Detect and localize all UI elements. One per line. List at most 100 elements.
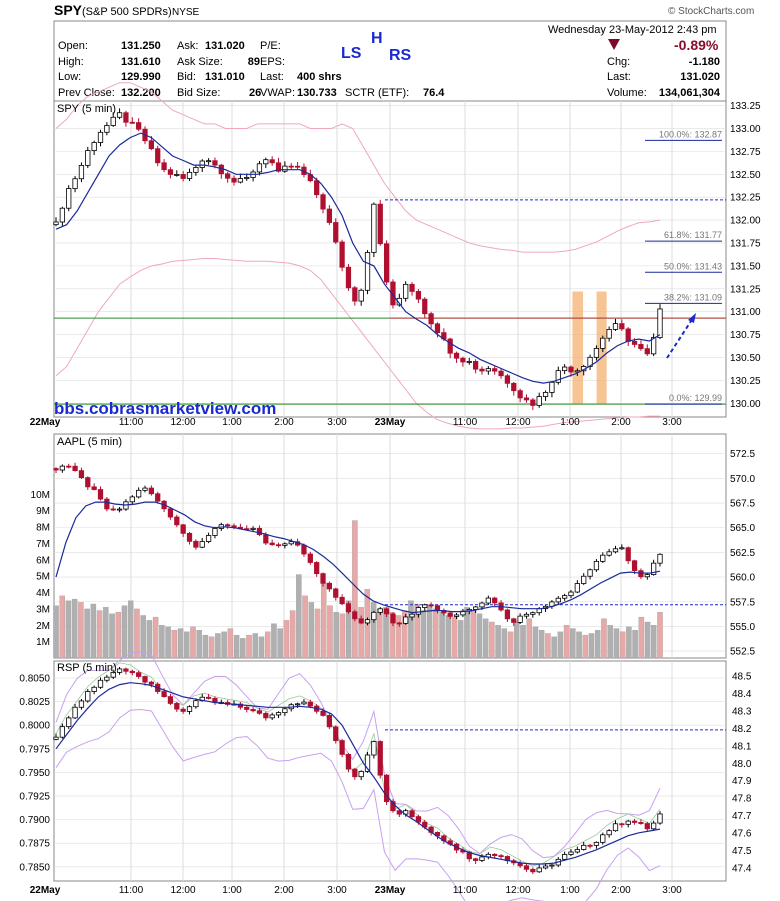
candle-body [97, 679, 104, 688]
y-tick-label: 552.5 [730, 647, 755, 658]
candle-body [657, 308, 663, 338]
candle-body [314, 180, 320, 196]
fib-label: 61.8%: 131.77 [664, 230, 722, 240]
candle-body [180, 708, 186, 712]
volume-bar [451, 616, 458, 659]
candle-body [403, 616, 409, 624]
candle-body [428, 604, 434, 607]
volume-bar [414, 603, 420, 659]
candle-body [542, 392, 549, 397]
volume-bar [433, 608, 439, 659]
volume-bar [420, 610, 427, 659]
volume-bar [202, 634, 209, 659]
y-tick-label-left: 0.7875 [19, 839, 50, 850]
candle-body [562, 595, 568, 599]
volume-bar [127, 600, 134, 659]
volume-bar [196, 630, 202, 659]
field-label: VWAP: [260, 87, 295, 99]
volume-bar [258, 636, 265, 659]
field-label: Prev Close: [58, 87, 115, 99]
candle-body [453, 352, 460, 359]
volume-bar [395, 615, 402, 659]
candle-body [638, 344, 644, 350]
header-datetime: Wednesday 23-May-2012 2:43 pm [548, 24, 717, 36]
candle-body [97, 131, 104, 143]
trend-arrow [666, 317, 694, 359]
candle-body [78, 700, 85, 708]
candle-body [129, 496, 135, 503]
x-tick-label: 12:00 [170, 417, 195, 428]
candle-body [155, 148, 161, 164]
volume-bar [482, 618, 489, 659]
y-tick-label: 131.00 [730, 307, 761, 318]
x-tick-label: 12:00 [170, 885, 195, 896]
volume-bar [333, 612, 339, 659]
x-tick-label: 11:00 [453, 417, 478, 428]
y-tick-label: 130.00 [730, 399, 761, 410]
candle-body [314, 562, 320, 575]
volume-bar [457, 620, 464, 659]
field-value: 134,061,304 [659, 87, 721, 99]
volume-bar [657, 612, 663, 659]
candle-body [523, 397, 530, 401]
candle-body [409, 283, 415, 292]
volume-bar [532, 626, 539, 659]
volume-tick-label: 3M [36, 604, 50, 615]
candle-body [581, 575, 587, 584]
field-value: 129.990 [121, 71, 161, 83]
candle-body [498, 855, 504, 858]
volume-bar [626, 626, 632, 659]
volume-bar [377, 608, 383, 659]
y-tick-label-left: 0.7900 [19, 815, 50, 826]
lower-band-line [55, 258, 660, 430]
x-tick-label: 11:00 [453, 885, 478, 896]
candle-body [638, 570, 644, 578]
candle-body [72, 465, 78, 472]
volume-bar [582, 634, 589, 659]
x-tick-label: 11:00 [119, 885, 144, 896]
candle-body [631, 341, 638, 345]
candle-body [161, 691, 167, 698]
fib-label: 100.0%: 132.87 [659, 129, 722, 139]
candle-body [136, 672, 142, 677]
volume-bar [383, 607, 389, 659]
volume-tick-label: 6M [36, 555, 50, 566]
candle-body [307, 701, 313, 707]
volume-bar [551, 636, 557, 659]
candle-body [142, 487, 148, 491]
volume-bar [190, 626, 196, 659]
candle-body [307, 553, 313, 563]
candle-body [225, 173, 231, 179]
field-label: Volume: [607, 87, 647, 99]
symbol-name: (S&P 500 SPDRs) [82, 6, 172, 18]
y-tick-label-right: 48.2 [732, 724, 752, 735]
y-tick-label: 130.25 [730, 376, 761, 387]
volume-bar [109, 613, 115, 659]
y-tick-label-left: 0.8000 [19, 721, 50, 732]
candle-body [631, 560, 638, 572]
fib-label: 38.2%: 131.09 [664, 292, 722, 302]
field-value: 131.010 [205, 71, 245, 83]
volume-bar [545, 633, 551, 659]
volume-bar [601, 618, 607, 659]
candle-body [205, 160, 212, 163]
y-tick-label: 560.0 [730, 573, 755, 584]
y-tick-label: 130.75 [730, 330, 761, 341]
candle-body [511, 618, 517, 623]
candle-body [447, 612, 453, 617]
y-tick-label: 132.25 [730, 193, 761, 204]
candle-body [612, 323, 619, 330]
candle-body [415, 291, 422, 300]
candle-body [263, 159, 269, 165]
field-label: P/E: [260, 40, 281, 52]
candle-body [383, 243, 390, 283]
candle-body [485, 597, 491, 604]
candle-body [644, 823, 650, 830]
candle-body [492, 597, 498, 604]
candle-body [593, 560, 600, 571]
candle-body [600, 834, 606, 843]
candle-body [517, 390, 523, 399]
candle-body [492, 368, 498, 372]
candle-body [358, 289, 364, 302]
candle-body [136, 489, 142, 498]
